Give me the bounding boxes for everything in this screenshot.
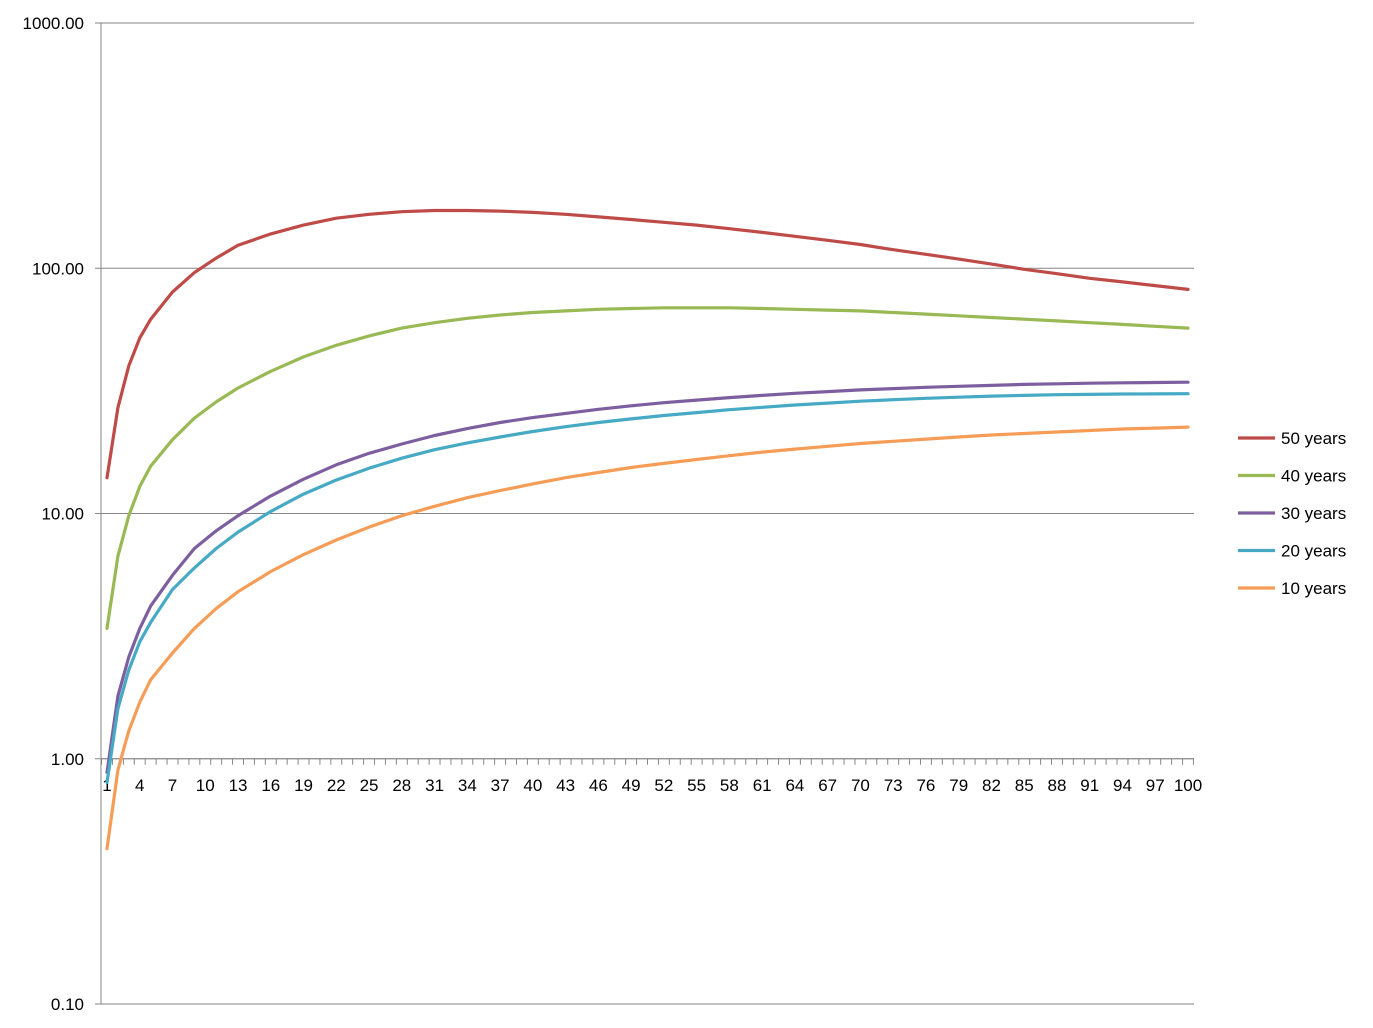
y-tick-label: 1000.00 bbox=[23, 14, 84, 33]
legend-label: 10 years bbox=[1281, 579, 1346, 598]
x-tick-label: 64 bbox=[785, 776, 804, 795]
legend-label: 30 years bbox=[1281, 504, 1346, 523]
y-tick-label: 100.00 bbox=[32, 259, 84, 278]
x-tick-label: 52 bbox=[654, 776, 673, 795]
x-tick-label: 16 bbox=[261, 776, 280, 795]
x-tick-label: 97 bbox=[1146, 776, 1165, 795]
x-tick-label: 13 bbox=[229, 776, 248, 795]
x-tick-label: 43 bbox=[556, 776, 575, 795]
x-tick-label: 25 bbox=[360, 776, 379, 795]
y-tick-label: 10.00 bbox=[41, 505, 84, 524]
x-tick-label: 34 bbox=[458, 776, 477, 795]
series-line-20-years bbox=[105, 392, 1190, 785]
x-tick-label: 49 bbox=[622, 776, 641, 795]
x-tick-label: 100 bbox=[1174, 776, 1202, 795]
plot-series bbox=[105, 208, 1190, 851]
x-tick-label: 31 bbox=[425, 776, 444, 795]
x-tick-label: 55 bbox=[687, 776, 706, 795]
series-line-50-years bbox=[105, 208, 1190, 480]
legend-label: 40 years bbox=[1281, 467, 1346, 486]
gridlines bbox=[95, 22, 1194, 1005]
x-tick-label: 1 bbox=[102, 776, 111, 795]
y-tick-label: 0.10 bbox=[51, 995, 84, 1014]
y-axis: 0.10 1.00 10.00 100.00 1000.00 bbox=[23, 14, 102, 1014]
series-line-30-years bbox=[105, 380, 1190, 774]
x-tick-label: 7 bbox=[168, 776, 177, 795]
series-line-10-years bbox=[105, 425, 1190, 851]
x-tick-label: 67 bbox=[818, 776, 837, 795]
legend-label: 50 years bbox=[1281, 429, 1346, 448]
x-tick-label: 40 bbox=[523, 776, 542, 795]
x-tick-label: 58 bbox=[720, 776, 739, 795]
x-tick-label: 88 bbox=[1048, 776, 1067, 795]
x-tick-label: 82 bbox=[982, 776, 1001, 795]
legend: 50 years 40 years 30 years 20 years 10 years bbox=[1238, 429, 1346, 598]
x-tick-label: 46 bbox=[589, 776, 608, 795]
legend-label: 20 years bbox=[1281, 542, 1346, 561]
x-tick-label: 70 bbox=[851, 776, 870, 795]
x-tick-label: 37 bbox=[491, 776, 510, 795]
x-tick-label: 94 bbox=[1113, 776, 1132, 795]
x-tick-label: 4 bbox=[135, 776, 144, 795]
x-tick-label: 73 bbox=[884, 776, 903, 795]
x-tick-label: 85 bbox=[1015, 776, 1034, 795]
x-tick-label: 22 bbox=[327, 776, 346, 795]
x-tick-label: 61 bbox=[753, 776, 772, 795]
series-line-40-years bbox=[105, 306, 1190, 630]
x-tick-label: 10 bbox=[196, 776, 215, 795]
x-axis: 1 4 7 10 13 16 19 22 25 28 31 34 37 40 43 46 49 52 55 58 61 6… bbox=[101, 758, 1202, 795]
x-tick-label: 19 bbox=[294, 776, 313, 795]
x-tick-label: 79 bbox=[949, 776, 968, 795]
x-tick-label: 28 bbox=[392, 776, 411, 795]
y-tick-label: 1.00 bbox=[51, 750, 84, 769]
x-tick-label: 76 bbox=[916, 776, 935, 795]
x-tick-label: 91 bbox=[1080, 776, 1099, 795]
